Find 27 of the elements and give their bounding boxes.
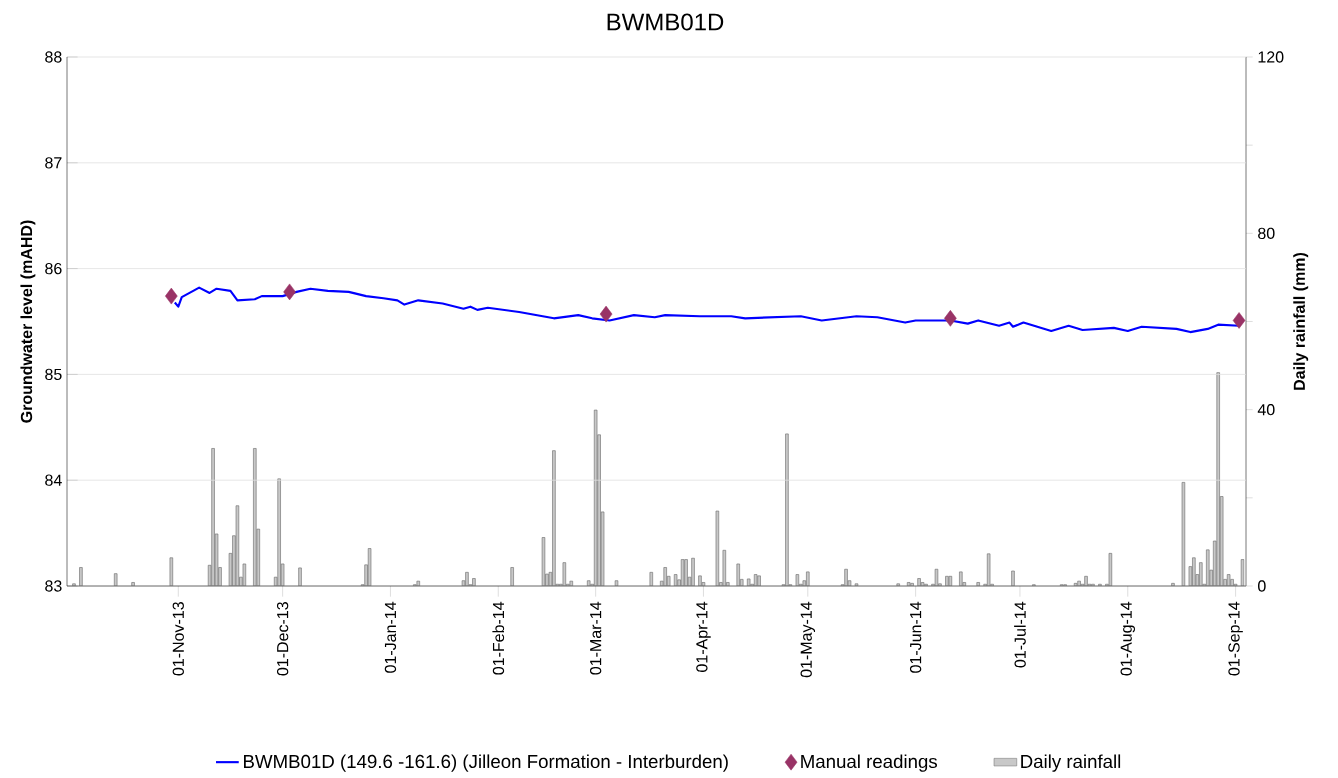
x-tick-label: 01-Sep-14 [1228, 601, 1243, 676]
y-tick-label: 85 [45, 368, 62, 381]
chart-title: BWMB01D [607, 13, 724, 31]
x-tick-label: 01-Aug-14 [1120, 601, 1136, 676]
x-tick-label: 01-Feb-14 [492, 601, 505, 675]
legend-label: BWMB01D (149.6 -161.6) (Jilleon Formation - Interburden) [244, 754, 728, 772]
y2-tick-label: 80 [1258, 227, 1275, 239]
x-tick-label: 01-Jan-14 [384, 601, 397, 673]
y-tick-label: 88 [45, 51, 62, 63]
y-axis-title: Groundwater level (mAHD) [20, 220, 36, 423]
y-tick-label: 84 [45, 474, 62, 486]
x-tick-label: 01-May-14 [800, 601, 816, 678]
y2-tick-label: 0 [1258, 580, 1266, 592]
y2-tick-label: 40 [1257, 404, 1275, 416]
x-tick-label: 01-Apr-14 [696, 601, 711, 672]
x-tick-label: 01-Mar-14 [589, 601, 602, 675]
x-tick-label: 01-Jul-14 [1014, 601, 1026, 668]
y2-tick-label: 120 [1258, 51, 1284, 63]
y-tick-label: 87 [45, 157, 62, 169]
y-tick-label: 86 [45, 262, 62, 275]
legend-label: Manual readings [801, 754, 938, 772]
y2-axis-title: Daily rainfall (mm) [1293, 252, 1309, 390]
x-tick-label: 01-Jun-14 [909, 601, 922, 673]
legend-label: Daily rainfall [1021, 754, 1121, 772]
y-tick-label: 83 [45, 580, 62, 592]
x-tick-label: 01-Dec-13 [276, 602, 289, 676]
x-tick-label: 01-Nov-13 [172, 602, 184, 676]
